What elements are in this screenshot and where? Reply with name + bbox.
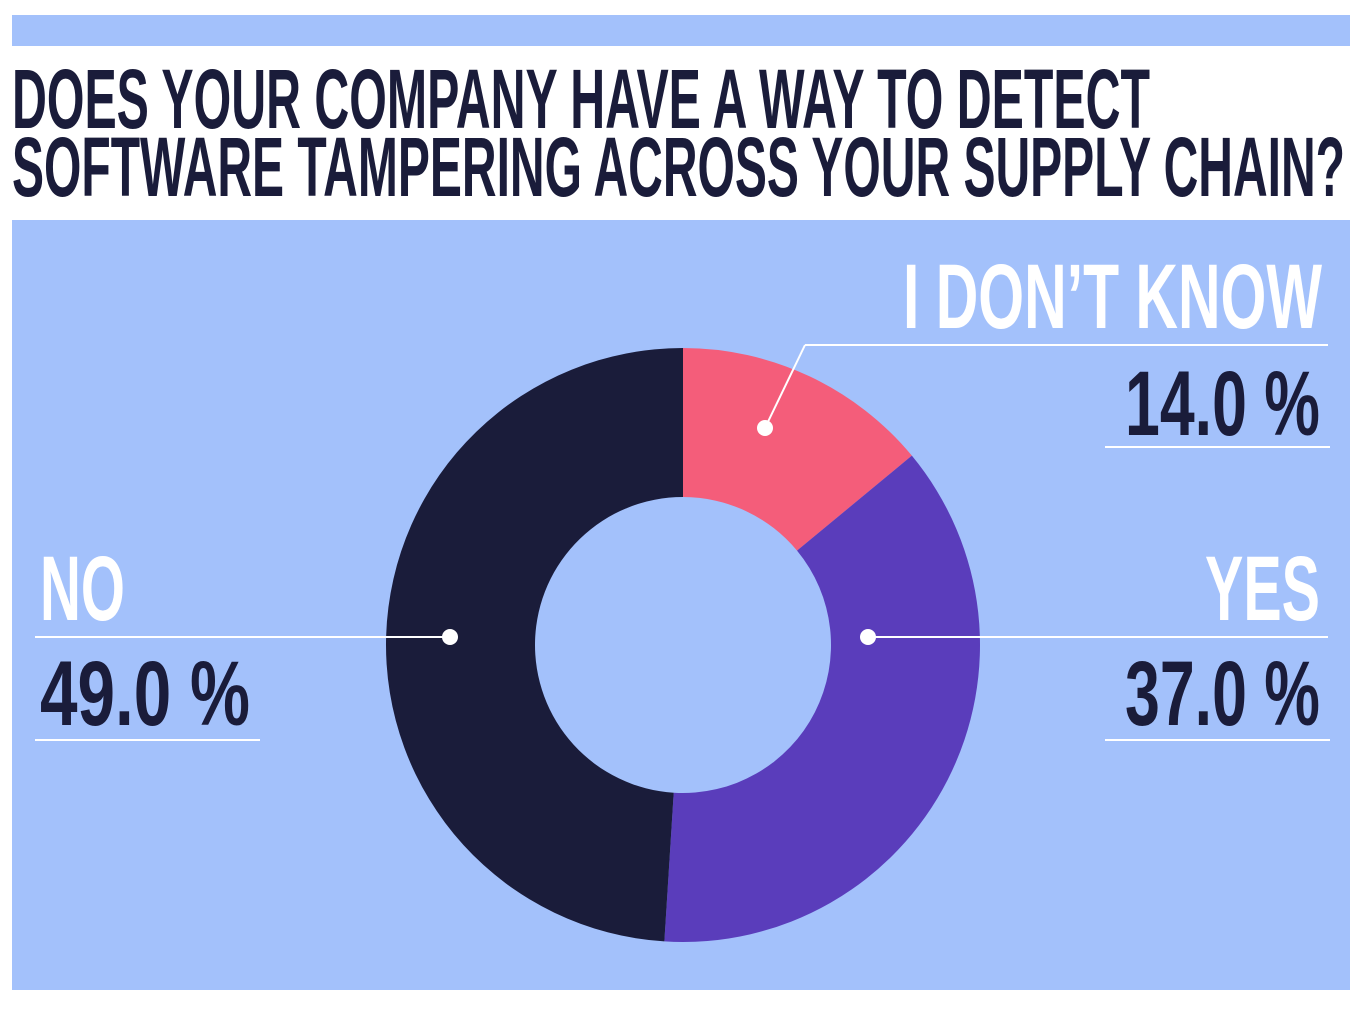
donut-segment [386,348,683,942]
value-label: 49.0 % [40,643,250,745]
category-label: YES [1205,538,1320,640]
chart-title: DOES YOUR COMPANY HAVE A WAY TO DETECT [12,52,1150,146]
category-label: NO [40,538,125,640]
value-label: 37.0 % [1125,643,1320,745]
leader-dot [757,420,773,436]
donut-segment [683,348,912,551]
leader-dot [860,629,876,645]
leader-dot [442,629,458,645]
category-label: I DON’T KNOW [903,246,1322,348]
value-label: 14.0 % [1125,353,1320,455]
donut-segment [664,455,980,942]
leader-line [764,344,806,429]
top-band [12,15,1350,46]
chart-title: SOFTWARE TAMPERING ACROSS YOUR SUPPLY CH… [12,120,1345,214]
